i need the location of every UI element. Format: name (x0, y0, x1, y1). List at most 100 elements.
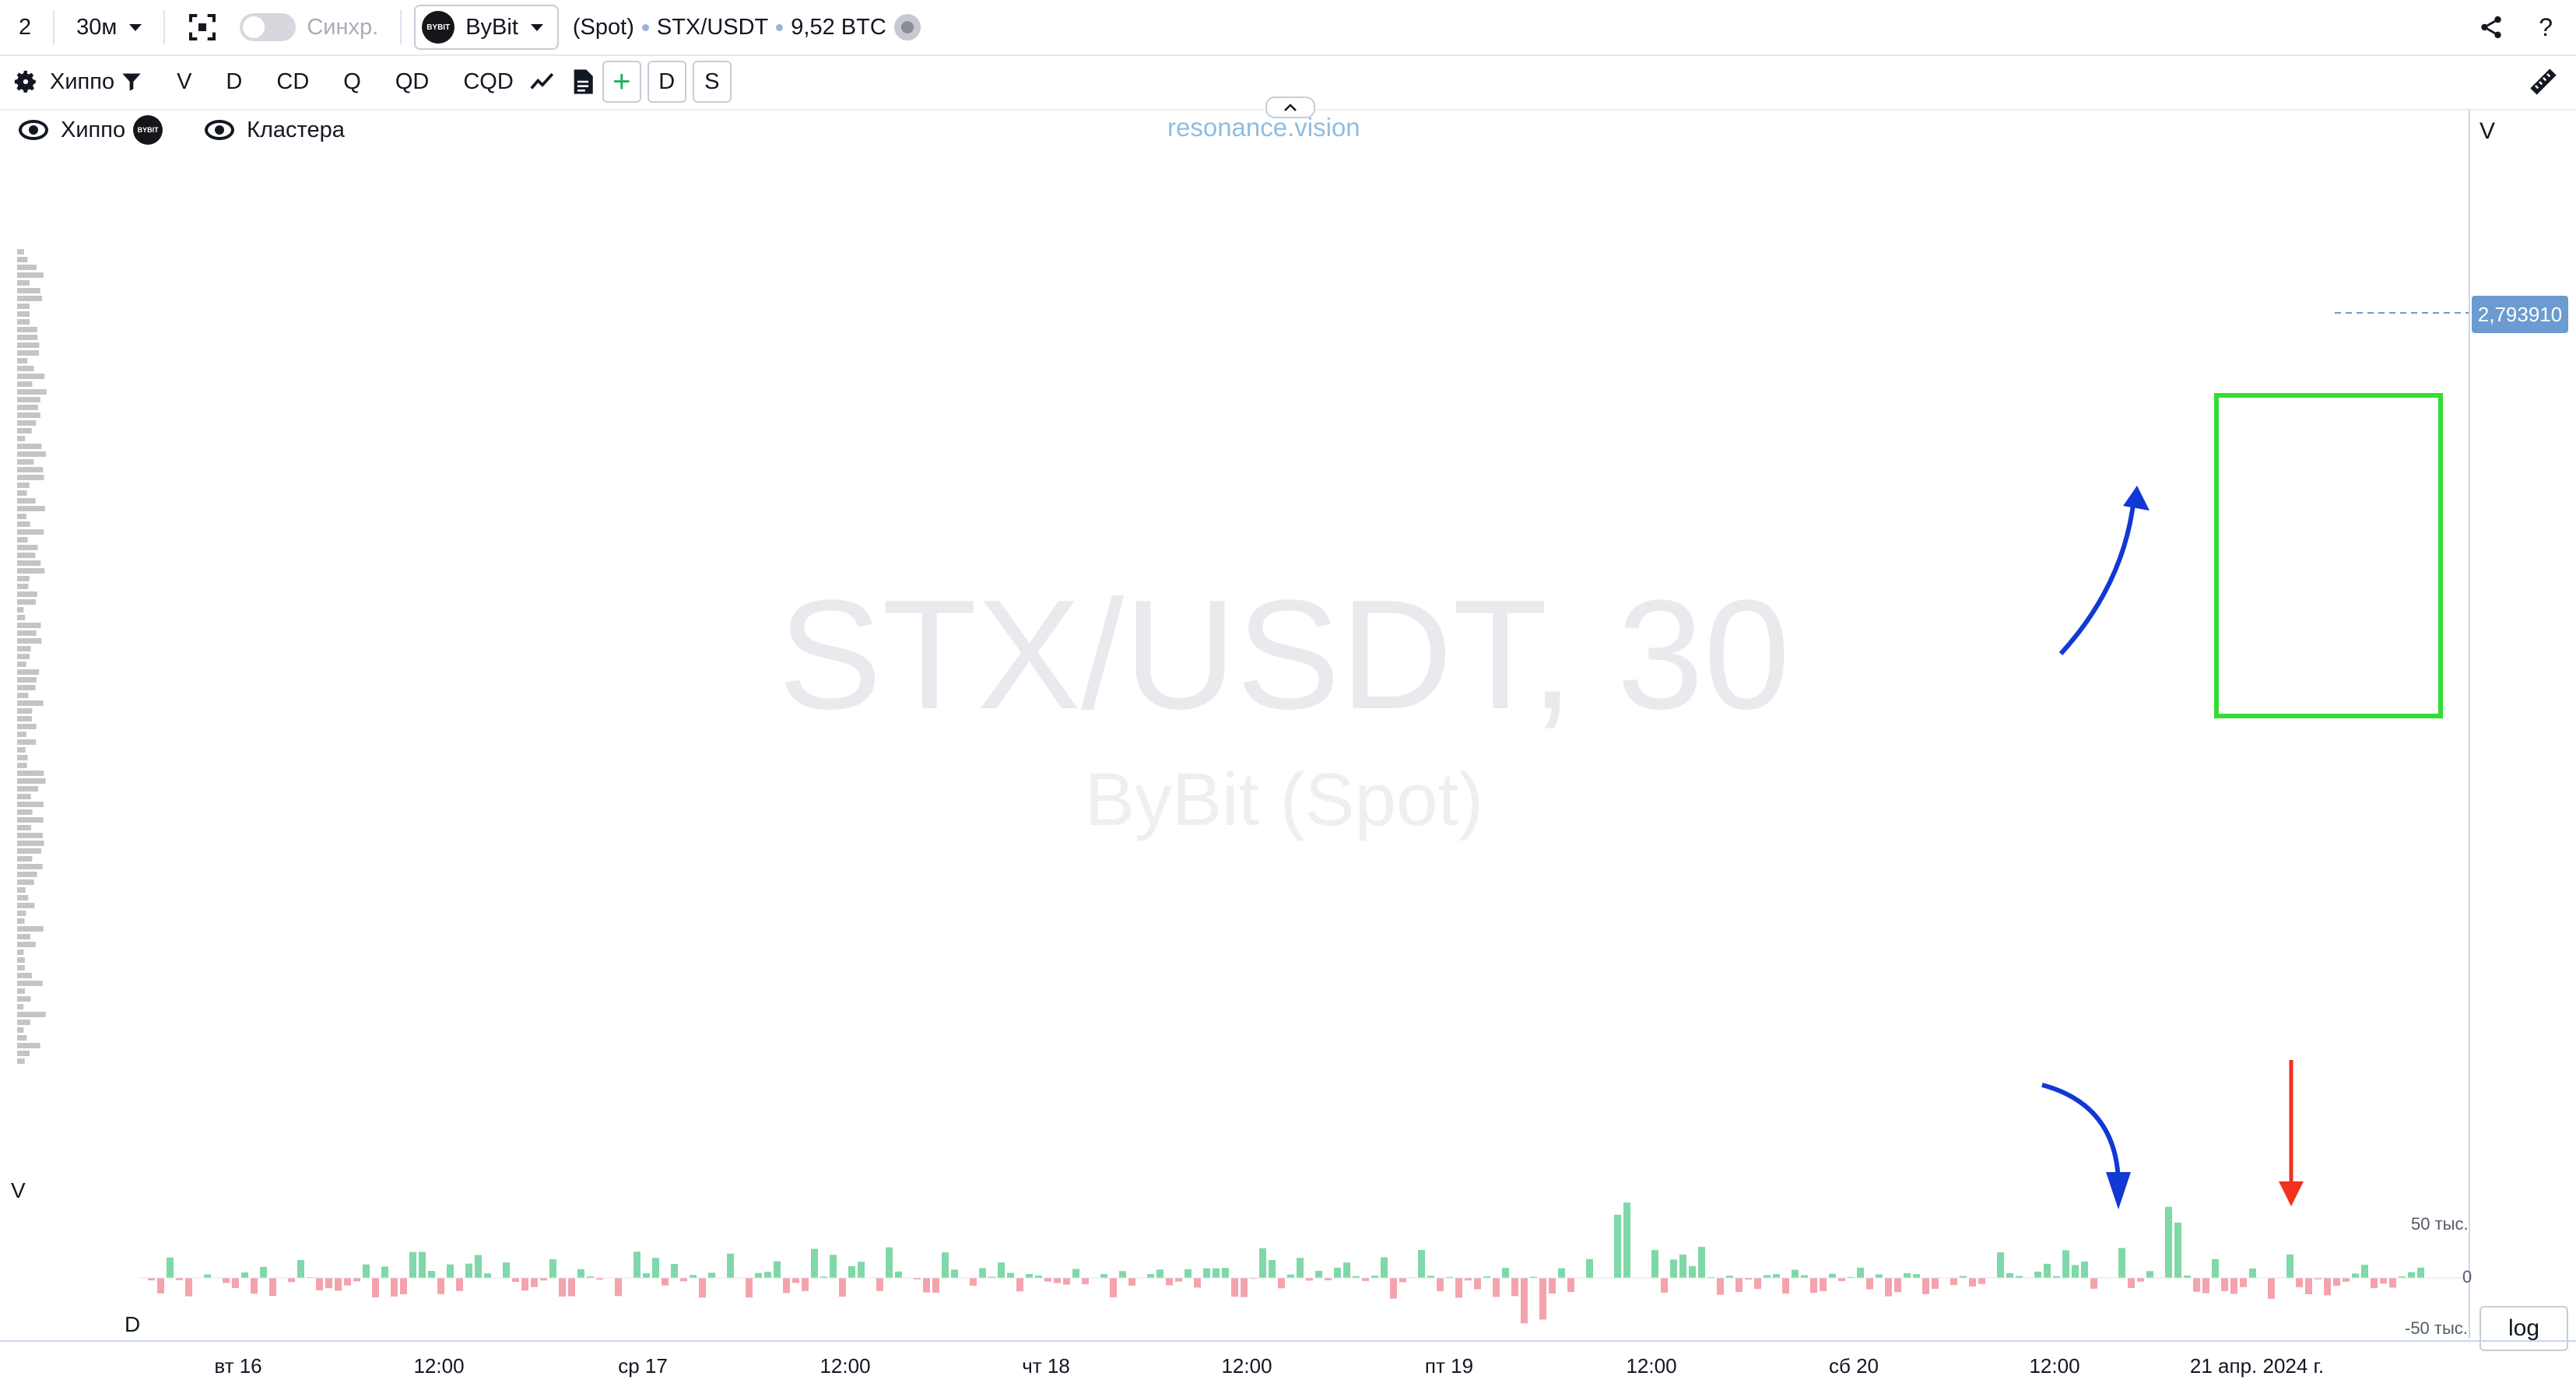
profile-bar (17, 288, 40, 293)
volume-bar-down (353, 1278, 360, 1282)
indicator-name[interactable]: Хиппо (50, 58, 160, 105)
volume-bar-up (811, 1248, 818, 1278)
volume-bar-down (839, 1278, 846, 1297)
mode-qd-button[interactable]: QD (395, 68, 430, 94)
settings-button[interactable] (0, 58, 50, 105)
profile-bar (17, 934, 30, 939)
ruler-icon (2530, 68, 2557, 95)
profile-bar (17, 272, 44, 278)
volume-bar-down (1567, 1278, 1574, 1293)
share-button[interactable] (2461, 4, 2522, 51)
volume-bar-down (325, 1278, 332, 1289)
time-tick-label: чт 18 (1022, 1354, 1070, 1378)
volume-bar-up (774, 1261, 781, 1278)
time-tick-label: 21 апр. 2024 г. (2189, 1354, 2325, 1378)
profile-bar (17, 366, 34, 371)
volume-bar-down (1241, 1278, 1248, 1297)
profile-bar (17, 809, 33, 815)
profile-bar (17, 576, 30, 581)
volume-bar-down (1054, 1278, 1061, 1283)
volume-bar-up (1315, 1270, 1322, 1278)
volume-bar-down (232, 1278, 239, 1289)
mode-cqd-button[interactable]: CQD (463, 68, 514, 94)
gear-icon (14, 70, 36, 93)
mode-q-button[interactable]: Q (343, 68, 361, 94)
profile-bar (17, 794, 31, 799)
ruler-button[interactable] (2511, 58, 2576, 105)
profile-bar (17, 467, 44, 472)
volume-bar-down (512, 1278, 519, 1283)
volume-bar-down (2240, 1278, 2247, 1287)
volume-bar-up (409, 1251, 416, 1278)
profile-bar (17, 662, 26, 667)
eye-icon[interactable] (205, 120, 235, 140)
screenshot-button[interactable] (170, 4, 235, 51)
s-button[interactable]: S (692, 61, 732, 103)
volume-bar-down (802, 1278, 809, 1291)
profile-bar (17, 296, 43, 301)
volume-bar-up (549, 1259, 556, 1278)
document-button[interactable] (563, 58, 602, 105)
price-chart[interactable]: STX/USDT, 30 ByBit (Spot) (0, 109, 2469, 1339)
eye-icon[interactable] (19, 120, 48, 140)
volume-bar-up (297, 1259, 304, 1278)
profile-bar (17, 311, 30, 317)
watermark-exchange: ByBit (Spot) (1085, 758, 1483, 841)
volume-bar-up (988, 1276, 995, 1278)
volume-bar-up (260, 1266, 267, 1278)
help-button[interactable]: ? (2539, 12, 2553, 41)
timeframe-label: 30м (76, 14, 118, 40)
log-scale-button[interactable]: log (2479, 1306, 2568, 1351)
volume-bar-up (1156, 1269, 1163, 1278)
profile-bar (17, 599, 36, 605)
volume-bar-down (540, 1278, 547, 1281)
volume-bar-up (381, 1266, 388, 1278)
volume-bar-up (1792, 1269, 1799, 1278)
volume-bar-down (1250, 1278, 1257, 1279)
volume-bar-down (746, 1278, 753, 1298)
profile-bar (17, 1027, 24, 1033)
profile-bar (17, 911, 26, 916)
mode-d-button[interactable]: D (226, 68, 243, 94)
volume-bar-up (1829, 1273, 1836, 1278)
volume-bar-down (1717, 1278, 1724, 1295)
profile-bar (17, 957, 25, 963)
profile-bar (17, 405, 39, 410)
price-axis[interactable]: V 2,9000002,8000002,7000002,6000002,5000… (2469, 109, 2576, 1339)
profile-bar (17, 1012, 46, 1017)
volume-bar-down (2090, 1278, 2097, 1289)
volume-bar-down (157, 1278, 164, 1293)
volume-bar-down (316, 1278, 323, 1290)
collapse-panel-button[interactable] (1265, 97, 1315, 118)
profile-bar (17, 856, 33, 862)
profile-bar (17, 553, 36, 558)
volume-bar-up (1904, 1272, 1911, 1278)
volume-bar-up (241, 1272, 248, 1278)
profile-bar (17, 490, 27, 496)
chevron-up-icon (1284, 104, 1297, 111)
volume-bar-down (615, 1278, 622, 1297)
symbol-info[interactable]: (Spot) STX/USDT 9,52 BTC (567, 4, 938, 51)
d-button[interactable]: D (647, 61, 686, 103)
layout-number[interactable]: 2 (19, 14, 32, 40)
volume-bar-down (335, 1278, 342, 1291)
sync-toggle[interactable]: Синхр. (235, 4, 395, 51)
volume-bar-up (1913, 1274, 1920, 1278)
volume-bar-up (1764, 1275, 1771, 1278)
line-chart-button[interactable] (521, 58, 563, 105)
volume-bar-up (2081, 1261, 2088, 1278)
exchange-select[interactable]: BYBIT ByBit (414, 5, 559, 50)
volume-bar-down (970, 1278, 977, 1286)
profile-bar (17, 926, 44, 932)
top-bar: 2 30м Синхр. BYBIT ByBit (Spot) STX/USDT… (0, 0, 2576, 56)
volume-bar-up (951, 1269, 958, 1278)
profile-bar (17, 739, 37, 745)
add-button[interactable]: + (602, 61, 641, 103)
toggle-switch[interactable] (240, 13, 297, 41)
filter-icon[interactable] (121, 71, 142, 93)
volume-bar-up (2044, 1263, 2051, 1278)
mode-cd-button[interactable]: CD (276, 68, 310, 94)
timeframe-select[interactable]: 30м (59, 4, 159, 51)
mode-v-button[interactable]: V (177, 68, 192, 94)
volume-bar-down (1390, 1278, 1397, 1299)
